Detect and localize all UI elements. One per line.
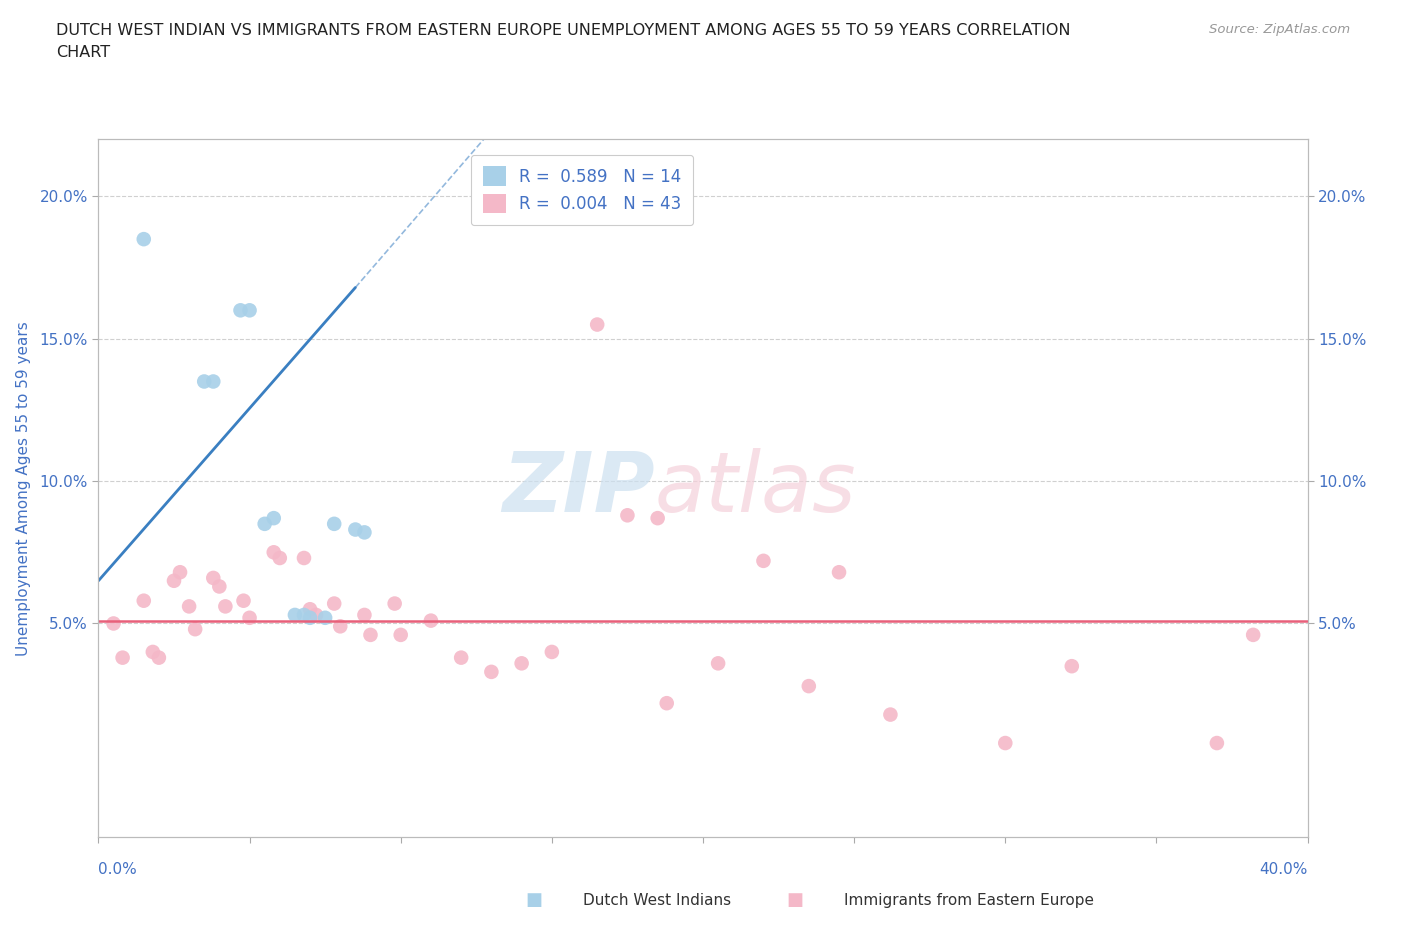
Point [647, 511, 669, 525]
Point [305, 607, 328, 622]
Point [389, 628, 412, 643]
Point [239, 303, 262, 318]
Point [111, 650, 134, 665]
Point [148, 650, 170, 665]
Point [510, 656, 533, 671]
Point [208, 579, 231, 594]
Point [184, 622, 207, 637]
Text: ■: ■ [526, 891, 543, 910]
Point [142, 644, 165, 659]
Point [202, 570, 225, 585]
Text: ZIP: ZIP [502, 447, 655, 529]
Point [360, 628, 382, 643]
Point [353, 525, 375, 539]
Point [263, 511, 285, 525]
Text: Dutch West Indians: Dutch West Indians [583, 893, 731, 908]
Point [994, 736, 1017, 751]
Point [284, 607, 307, 622]
Point [353, 607, 375, 622]
Point [586, 317, 609, 332]
Point [299, 610, 322, 625]
Point [314, 610, 336, 625]
Point [169, 565, 191, 579]
Point [481, 664, 503, 679]
Legend: R =  0.589   N = 14, R =  0.004   N = 43: R = 0.589 N = 14, R = 0.004 N = 43 [471, 154, 693, 225]
Text: 40.0%: 40.0% [1260, 862, 1308, 877]
Point [1241, 628, 1264, 643]
Text: Immigrants from Eastern Europe: Immigrants from Eastern Europe [844, 893, 1094, 908]
Point [202, 374, 225, 389]
Point [179, 599, 201, 614]
Point [797, 679, 820, 694]
Point [616, 508, 638, 523]
Point [103, 616, 125, 631]
Point [299, 602, 322, 617]
Point [879, 707, 901, 722]
Point [1206, 736, 1229, 751]
Text: CHART: CHART [56, 45, 110, 60]
Point [292, 551, 315, 565]
Text: Source: ZipAtlas.com: Source: ZipAtlas.com [1209, 23, 1350, 36]
Point [329, 618, 352, 633]
Point [323, 516, 346, 531]
Point [214, 599, 236, 614]
Point [253, 516, 276, 531]
Text: 0.0%: 0.0% [98, 862, 138, 877]
Text: DUTCH WEST INDIAN VS IMMIGRANTS FROM EASTERN EUROPE UNEMPLOYMENT AMONG AGES 55 T: DUTCH WEST INDIAN VS IMMIGRANTS FROM EAS… [56, 23, 1071, 38]
Point [707, 656, 730, 671]
Point [239, 610, 262, 625]
Point [232, 593, 254, 608]
Point [132, 593, 155, 608]
Text: atlas: atlas [655, 447, 856, 529]
Y-axis label: Unemployment Among Ages 55 to 59 years: Unemployment Among Ages 55 to 59 years [17, 321, 31, 656]
Point [323, 596, 346, 611]
Point [828, 565, 851, 579]
Point [269, 551, 291, 565]
Point [292, 607, 315, 622]
Point [540, 644, 562, 659]
Point [193, 374, 215, 389]
Point [752, 553, 775, 568]
Point [344, 522, 367, 537]
Point [450, 650, 472, 665]
Point [163, 573, 186, 588]
Point [229, 303, 252, 318]
Point [1060, 658, 1083, 673]
Point [132, 232, 155, 246]
Point [384, 596, 406, 611]
Text: ■: ■ [786, 891, 803, 910]
Point [263, 545, 285, 560]
Point [655, 696, 678, 711]
Point [420, 613, 443, 628]
